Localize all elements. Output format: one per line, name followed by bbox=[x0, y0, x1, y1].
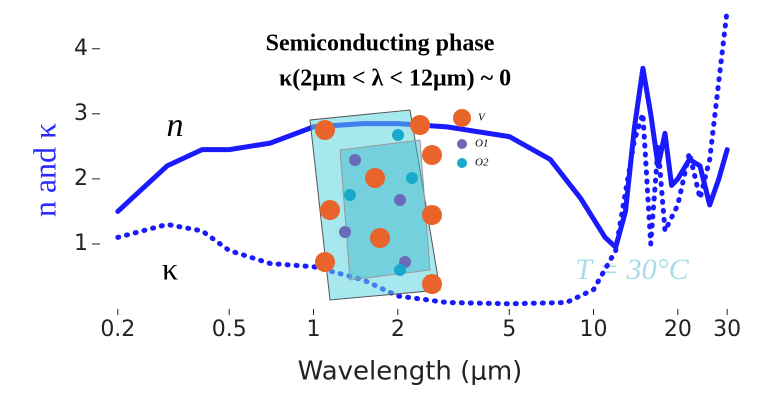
annotation: T = 30°C bbox=[575, 253, 689, 286]
atom-v bbox=[365, 168, 385, 188]
atom-o2 bbox=[394, 264, 406, 276]
x-tick-label: 20 bbox=[664, 317, 692, 342]
crystal-structure: V O1 O2 bbox=[310, 109, 489, 300]
x-tick-label: 2 bbox=[391, 317, 405, 342]
atom-o2 bbox=[392, 129, 404, 141]
atom-o2 bbox=[406, 172, 418, 184]
y-tick-label: 1 bbox=[74, 231, 88, 256]
atom-o1 bbox=[349, 154, 361, 166]
crystal-label: O1 bbox=[475, 138, 488, 150]
chart: Semiconducting phase κ(2μm < λ < 12μm) ~… bbox=[0, 0, 784, 400]
atom-v bbox=[422, 205, 442, 225]
legend-atom-v bbox=[453, 109, 471, 127]
atom-o2 bbox=[344, 189, 356, 201]
x-tick-label: 10 bbox=[580, 317, 608, 342]
legend-atom-o2 bbox=[457, 158, 467, 168]
y-tick-label: 2 bbox=[74, 166, 88, 191]
legend-atom-o1 bbox=[457, 139, 467, 149]
atom-o1 bbox=[339, 226, 351, 238]
annotation: κ bbox=[162, 250, 178, 286]
x-tick-label: 30 bbox=[713, 317, 741, 342]
chart-title: Semiconducting phase bbox=[266, 31, 495, 57]
atom-v bbox=[410, 115, 430, 135]
annotation: n bbox=[167, 107, 184, 144]
x-axis-label: Wavelength (μm) bbox=[298, 357, 523, 387]
atom-v bbox=[422, 145, 442, 165]
atom-v bbox=[315, 252, 335, 272]
y-tick-label: 4 bbox=[74, 36, 88, 61]
atom-v bbox=[320, 200, 340, 220]
crystal-label: V bbox=[478, 112, 486, 124]
x-tick-label: 0.2 bbox=[100, 317, 135, 342]
x-tick-label: 1 bbox=[307, 317, 321, 342]
x-tick-label: 5 bbox=[502, 317, 516, 342]
chart-subtitle: κ(2μm < λ < 12μm) ~ 0 bbox=[279, 66, 511, 92]
y-tick-label: 3 bbox=[74, 101, 88, 126]
atom-v bbox=[370, 228, 390, 248]
atom-v bbox=[315, 120, 335, 140]
y-axis-label: n and κ bbox=[26, 123, 62, 217]
atom-o1 bbox=[394, 194, 406, 206]
atom-v bbox=[422, 274, 442, 294]
crystal-label: O2 bbox=[475, 157, 489, 169]
x-tick-label: 0.5 bbox=[212, 317, 247, 342]
